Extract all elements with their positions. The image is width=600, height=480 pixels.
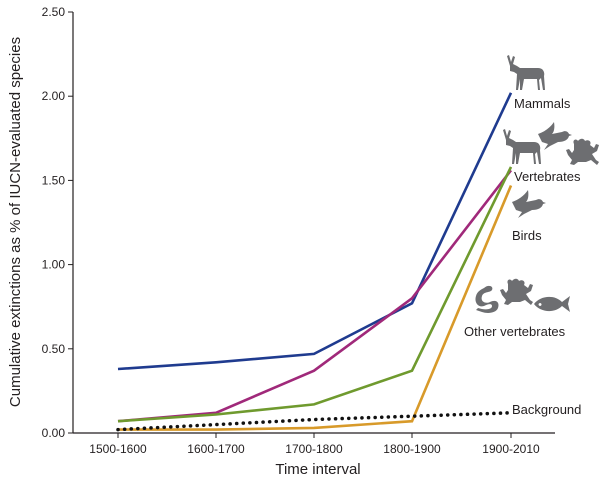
x-tick-label: 1700-1800 <box>285 442 343 456</box>
fish-icon <box>534 296 570 312</box>
series-label-vertebrates: Vertebrates <box>514 169 581 184</box>
deer-icon <box>503 129 541 164</box>
x-axis-title: Time interval <box>275 461 360 478</box>
series-label-birds: Birds <box>512 228 542 243</box>
series-line-vertebrates <box>117 169 513 423</box>
series-line-background <box>116 411 513 432</box>
series-label-other-vertebrates: Other vertebrates <box>464 324 566 339</box>
series-line-birds <box>117 166 513 423</box>
x-tick-label: 1900-2010 <box>482 442 540 456</box>
snake-icon <box>475 285 499 313</box>
series-label-background: Background <box>512 402 581 417</box>
frog-icon <box>566 138 599 165</box>
series-line-mammals <box>117 92 513 371</box>
y-ticks: 0.00 0.50 1.00 1.50 2.00 2.50 <box>42 5 73 440</box>
series-line-other-vertebrates <box>118 184 513 431</box>
x-tick-label: 1800-1900 <box>383 442 441 456</box>
series-label-mammals: Mammals <box>514 96 571 111</box>
deer-icon <box>507 55 545 90</box>
x-tick-label: 1600-1700 <box>187 442 245 456</box>
series-lines <box>116 92 513 432</box>
x-tick-label: 1500-1600 <box>89 442 147 456</box>
y-tick-label: 1.00 <box>42 258 66 272</box>
y-axis-title: Cumulative extinctions as % of IUCN-eval… <box>7 37 24 407</box>
y-tick-label: 0.50 <box>42 342 66 356</box>
bird-icon <box>538 122 572 150</box>
y-tick-label: 2.50 <box>42 5 66 19</box>
y-tick-label: 2.00 <box>42 89 66 103</box>
y-tick-label: 0.00 <box>42 426 66 440</box>
x-ticks: 1500-1600 1600-1700 1700-1800 1800-1900 1900… <box>89 433 540 456</box>
bird-icon <box>512 190 546 218</box>
y-tick-label: 1.50 <box>42 173 66 187</box>
frog-icon <box>500 278 533 305</box>
